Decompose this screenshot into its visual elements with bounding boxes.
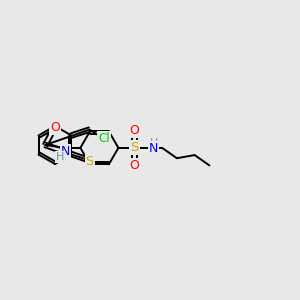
Text: H: H <box>56 152 64 162</box>
Text: H: H <box>149 138 158 148</box>
Text: O: O <box>50 121 60 134</box>
Text: Cl: Cl <box>98 132 110 145</box>
Text: S: S <box>130 141 139 154</box>
Text: O: O <box>130 124 140 137</box>
Text: O: O <box>130 159 140 172</box>
Text: N: N <box>149 142 158 155</box>
Text: S: S <box>85 155 94 168</box>
Text: N: N <box>61 145 70 158</box>
